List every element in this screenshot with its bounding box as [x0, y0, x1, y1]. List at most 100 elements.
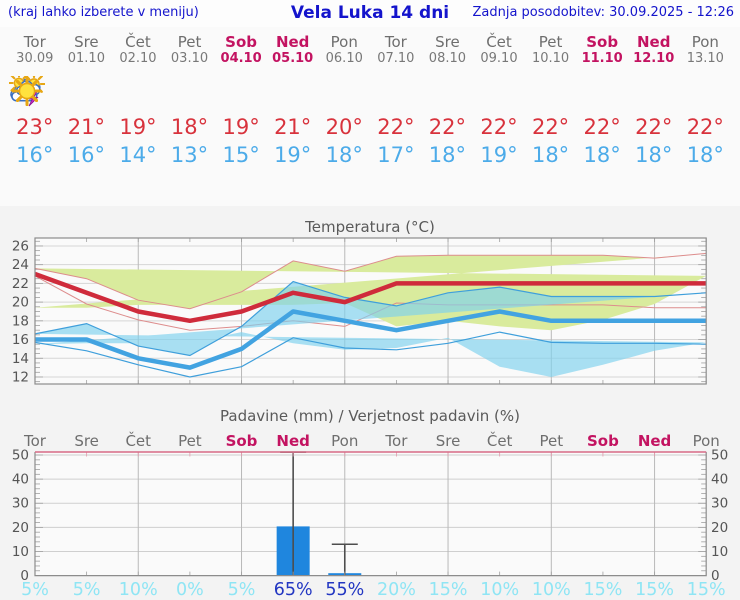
min-temperature: 18° — [686, 143, 724, 167]
probability-label: 15% — [429, 580, 468, 600]
max-temperature: 22° — [583, 115, 621, 139]
precip-day-label: Ned — [638, 432, 671, 450]
probability-label: 10% — [119, 580, 158, 600]
day-date: 09.10 — [480, 51, 518, 66]
axis-ticks — [34, 452, 707, 576]
probability-label: 15% — [583, 580, 622, 600]
min-temperature: 18° — [531, 143, 570, 167]
svg-text:20: 20 — [12, 295, 29, 311]
day-name: Tor — [23, 33, 46, 51]
y-axis-labels: 0 0 10 10 20 20 30 30 40 40 50 50 — [12, 448, 728, 585]
min-temperature: 17° — [377, 143, 415, 167]
day-date: 02.10 — [119, 51, 157, 66]
forecast-strip: Tor 30.09 23° 16° Sre 01.10 21° 16° Čet 02.10 19° 1… — [9, 27, 731, 205]
y-axis-labels: 12 14 16 18 20 22 24 26 — [12, 238, 29, 385]
sun-icon — [12, 76, 42, 106]
precip-day-label: Pon — [331, 432, 358, 450]
day-date: 10.10 — [531, 51, 570, 66]
forecast-day-column: Sre 08.10 22° 18° — [12, 27, 474, 205]
max-temperature: 22° — [686, 115, 724, 139]
temperature-chart: Temperatura (°C) vreme.us 12141618202224… — [12, 218, 707, 385]
svg-text:0: 0 — [711, 568, 720, 584]
svg-text:14: 14 — [12, 351, 29, 367]
day-date: 12.10 — [633, 51, 675, 66]
max-temperature: 23° — [16, 115, 54, 139]
day-name: Pet — [538, 33, 563, 51]
day-date: 01.10 — [67, 51, 105, 66]
forecast-day-column: Pet 10.10 22° 18° — [12, 27, 577, 205]
day-name: Čet — [125, 33, 151, 51]
min-temperature: 16° — [16, 143, 54, 167]
max-temperature: 19° — [222, 115, 260, 139]
svg-text:30: 30 — [711, 496, 728, 512]
day-name: Pon — [691, 33, 719, 51]
precip-day-label: Pon — [693, 432, 720, 450]
forecast-day-column: Ned 12.10 22° 18° — [12, 27, 680, 205]
precip-day-label: Pet — [539, 432, 563, 450]
page-header: (kraj lahko izberete v meniju) Vela Luka… — [0, 0, 740, 27]
svg-text:40: 40 — [12, 472, 29, 488]
svg-text:18: 18 — [12, 313, 29, 329]
day-name: Tor — [384, 33, 407, 51]
probability-label: 65% — [274, 580, 313, 600]
min-temperature: 13° — [170, 143, 209, 167]
svg-text:10: 10 — [711, 544, 728, 560]
last-update-text: Zadnja posodobitev: 30.09.2025 - 12:26 — [472, 5, 734, 20]
probability-label: 20% — [377, 580, 416, 600]
precip-day-label: Sob — [587, 432, 619, 450]
probability-label: 55% — [325, 580, 364, 600]
forecast-day-column: Ned 05.10 21° 19° — [9, 27, 319, 205]
day-name: Pet — [177, 33, 202, 51]
precip-day-label: Sre — [436, 432, 461, 450]
page-title: Vela Luka 14 dni — [290, 3, 450, 23]
svg-text:50: 50 — [711, 448, 728, 464]
max-temperature: 22° — [428, 115, 467, 139]
min-temperature: 16° — [67, 143, 105, 167]
probability-label: 10% — [480, 580, 519, 600]
min-temperature: 15° — [222, 143, 260, 167]
max-temperature: 20° — [325, 115, 363, 139]
plot-frame — [34, 452, 707, 577]
max-temperature: 22° — [480, 115, 518, 139]
precip-day-label: Čet — [125, 431, 151, 450]
max-temperature: 18° — [170, 115, 209, 139]
day-date: 11.10 — [581, 51, 623, 66]
min-temperature: 19° — [480, 143, 518, 167]
day-date: 04.10 — [220, 51, 262, 66]
day-name: Pon — [330, 33, 358, 51]
svg-text:40: 40 — [711, 472, 728, 488]
probability-label: 5% — [21, 580, 49, 600]
day-date: 03.10 — [170, 51, 209, 66]
min-temp-line — [35, 309, 707, 370]
svg-text:20: 20 — [12, 520, 29, 536]
plot-frame — [34, 237, 707, 385]
temperature-plot: 12 14 16 18 20 22 24 26 — [12, 237, 707, 385]
svg-text:10: 10 — [12, 544, 29, 560]
svg-text:50: 50 — [12, 448, 29, 464]
max-temperature: 22° — [635, 115, 673, 139]
precipitation-plot: Tor Sre Čet Pet Sob Ned Pon Tor Sre Čet Pet Sob Ned P… — [12, 431, 728, 600]
svg-text:0: 0 — [20, 568, 29, 584]
day-name: Ned — [275, 33, 310, 51]
sun-shape — [12, 76, 42, 106]
min-temperature: 14° — [119, 143, 157, 167]
probability-label: 15% — [635, 580, 674, 600]
day-date: 08.10 — [428, 51, 467, 66]
forecast-day-column: Čet 09.10 22° 19° — [12, 27, 525, 205]
probability-labels: 5% 5% 10% 0% 5% 65% 55% 20% 15% 10% 10% 15% 15% 15% — [21, 580, 726, 600]
range-band — [35, 281, 707, 377]
precipitation-chart-title: Padavine (mm) / Verjetnost padavin (%) — [220, 407, 520, 425]
day-name: Sre — [74, 33, 99, 51]
precip-day-label: Tor — [23, 432, 47, 450]
forecast-day-column: Pon 13.10 22° 18° — [12, 27, 732, 205]
precip-day-label: Sre — [74, 432, 99, 450]
max-temperature: 19° — [119, 115, 157, 139]
min-temperature: 18° — [635, 143, 673, 167]
svg-text:16: 16 — [12, 332, 29, 348]
precip-day-label: Sob — [226, 432, 258, 450]
day-date: 07.10 — [377, 51, 415, 66]
probability-label: 5% — [73, 580, 101, 600]
svg-text:12: 12 — [12, 369, 29, 385]
day-name: Ned — [636, 33, 671, 51]
